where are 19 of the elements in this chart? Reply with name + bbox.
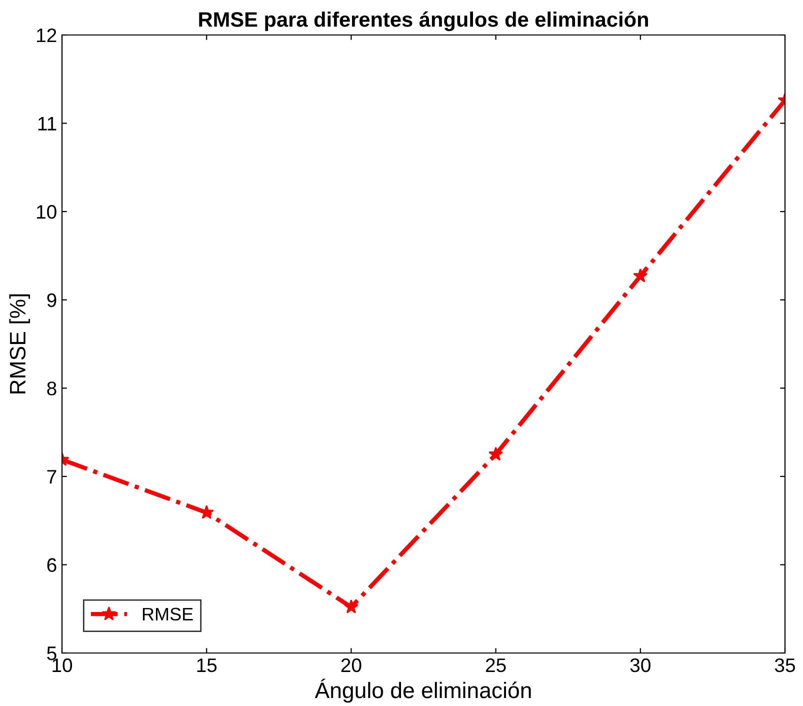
x-tick-label: 15 [197, 658, 217, 672]
x-tick-label: 25 [486, 658, 506, 672]
y-axis-title: RMSE [%] [9, 294, 30, 394]
x-axis-title: Ángulo de eliminación [314, 678, 531, 703]
y-tick-label: 10 [36, 205, 56, 219]
x-tick-label: 30 [630, 658, 650, 672]
y-tick-label: 5 [47, 646, 56, 660]
x-tick-label: 35 [774, 658, 795, 672]
point [344, 599, 358, 614]
chart-title: RMSE para diferentes ángulos de eliminación [199, 11, 648, 32]
y-tick-label: 9 [47, 293, 56, 308]
y-tick-label: 8 [47, 382, 56, 396]
y-tick-label: 7 [47, 470, 56, 484]
point [488, 446, 504, 461]
y-tick-label: 6 [47, 558, 56, 572]
x-tick-label: 20 [341, 658, 362, 672]
y-tick-label: 11 [38, 116, 56, 130]
y-tick-label: 12 [36, 28, 56, 42]
legend-label: RMSE [142, 608, 193, 621]
